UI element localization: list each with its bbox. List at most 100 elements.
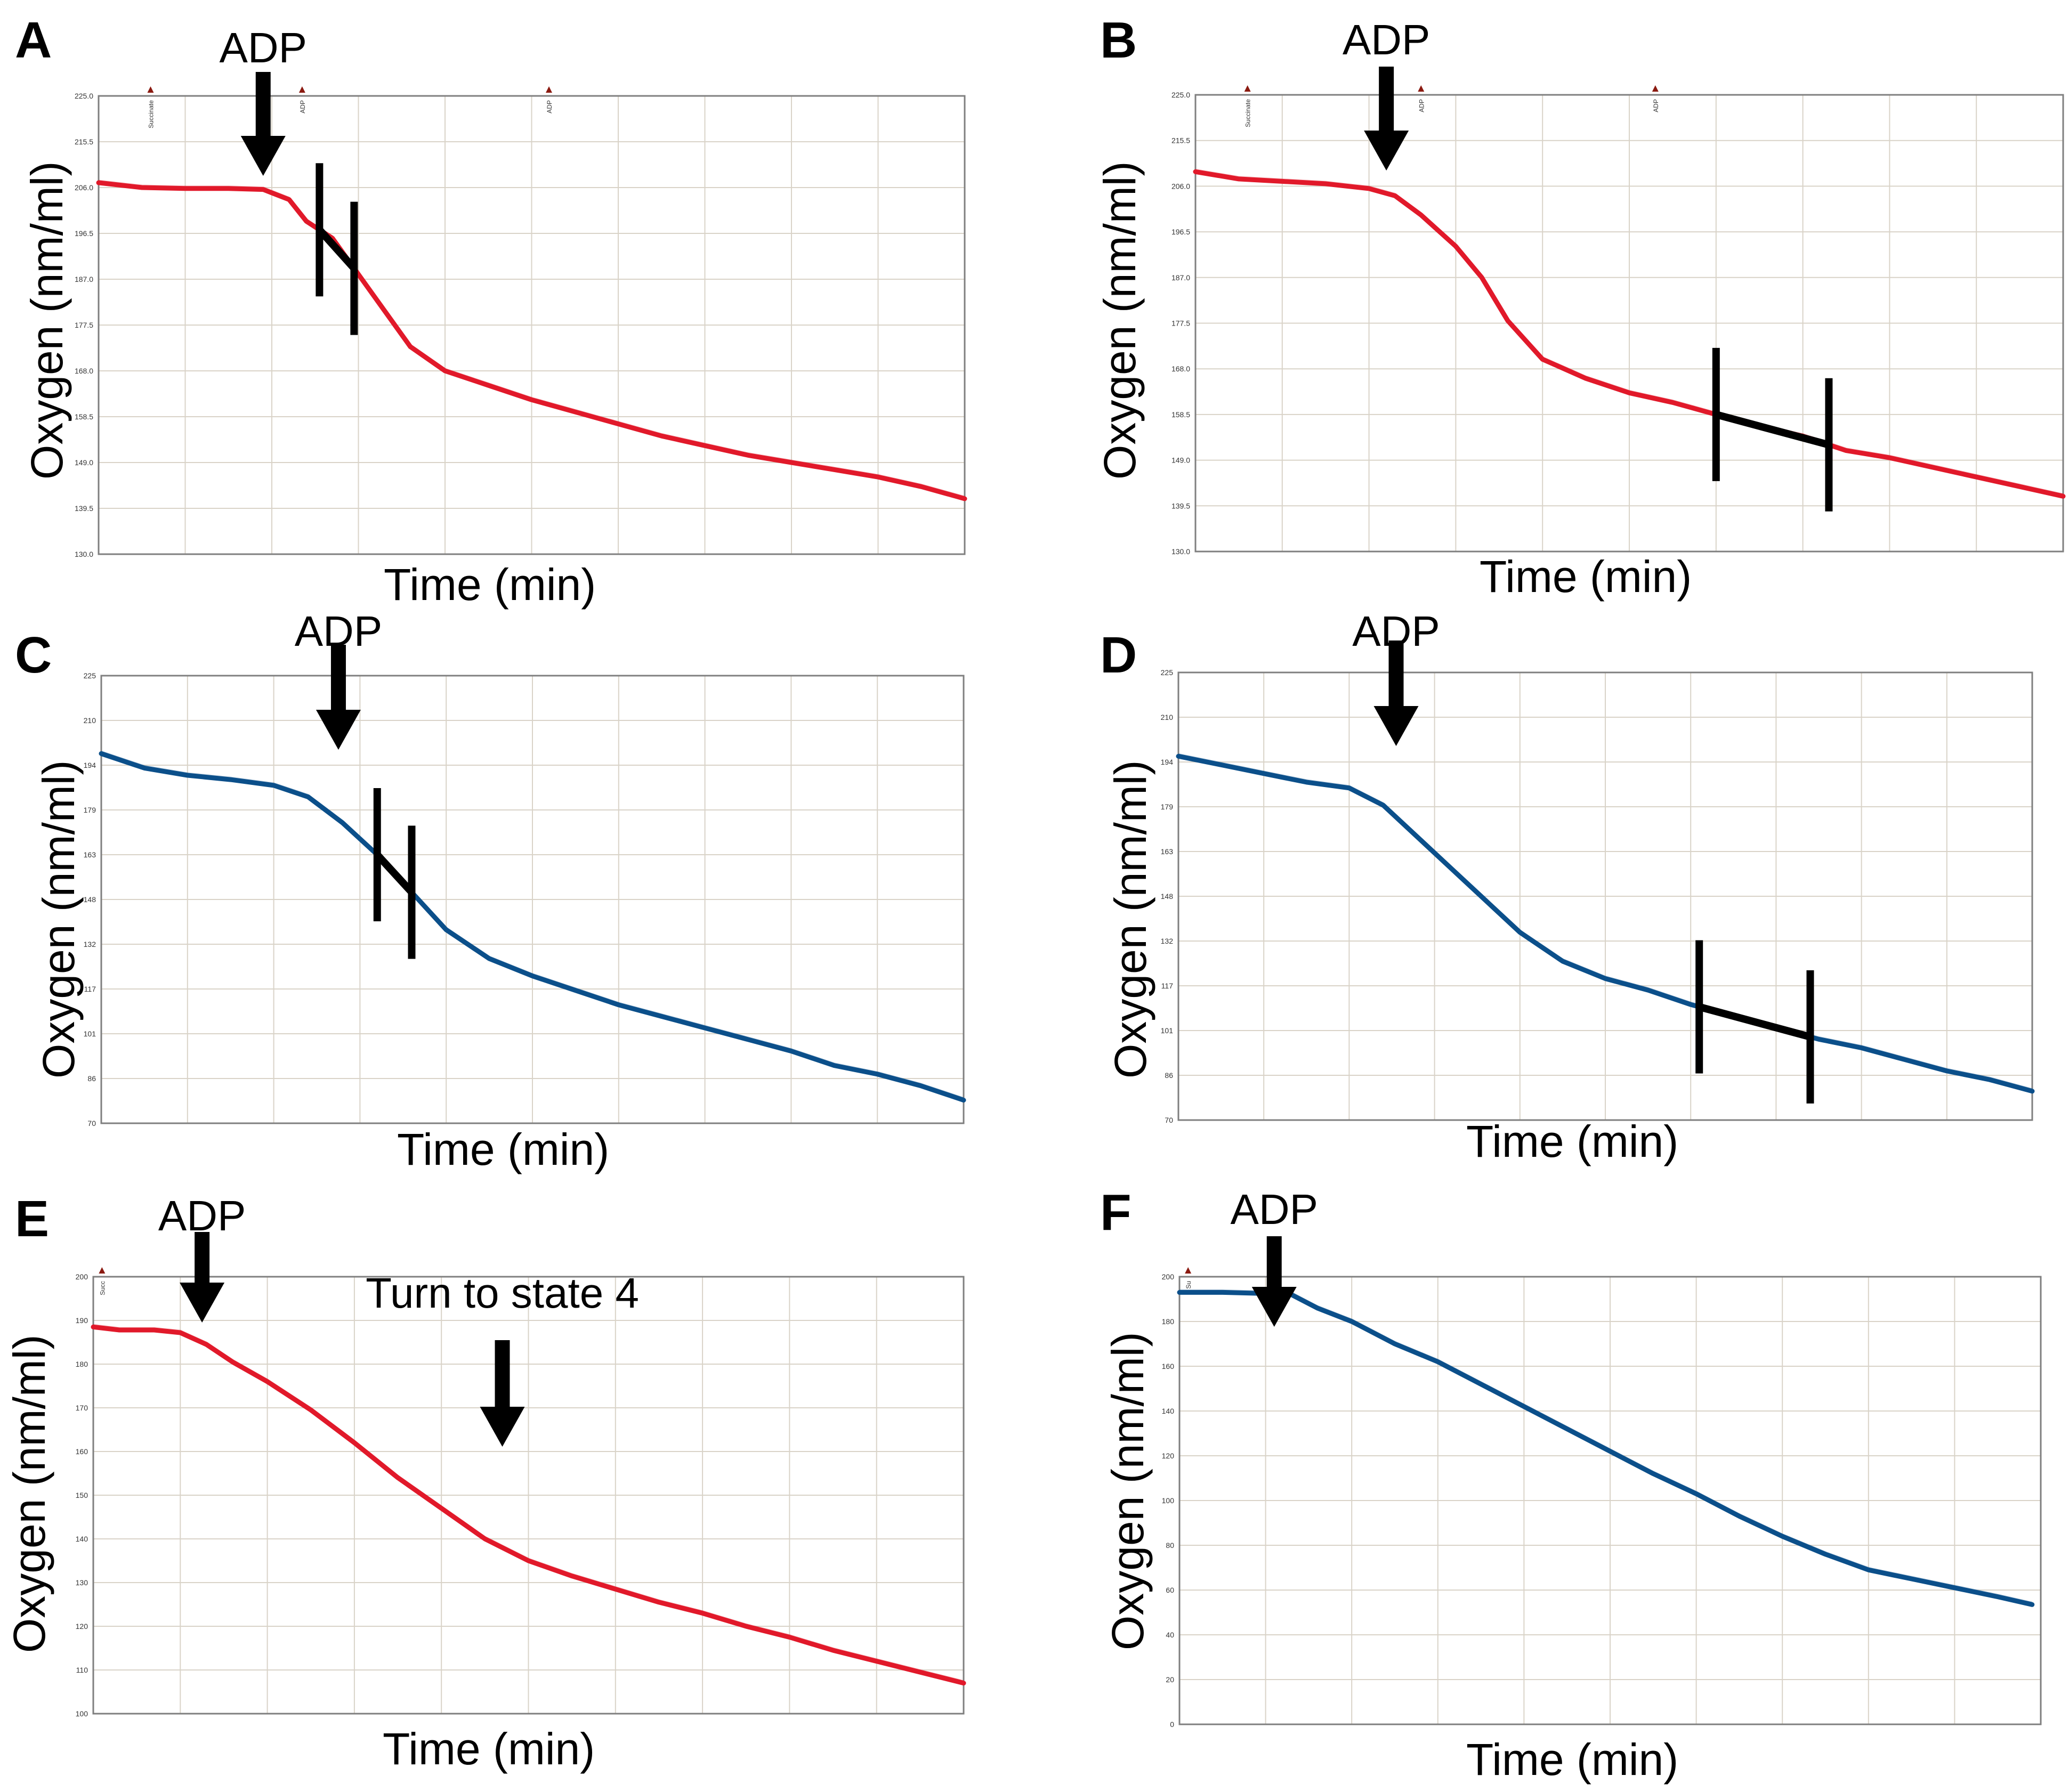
x-axis-label: Time (min) [1480,552,1692,602]
y-tick-label: 70 [1165,1116,1173,1124]
event-marker-label: Su [1185,1281,1192,1289]
y-tick-label: 179 [84,806,96,814]
y-tick-label: 70 [87,1119,96,1128]
oxygen-trace-chart: 225.0 215.5 206.0 196.5 187.0 177.5 168.0 158.5… [75,24,967,558]
annotation-arrow-head [1251,1287,1297,1327]
y-tick-label: 132 [84,940,96,948]
oxygen-trace-line [1193,169,2066,499]
y-tick-label: 120 [76,1622,88,1631]
y-tick-label: 190 [76,1316,88,1325]
y-tick-label: 215.5 [75,137,93,146]
event-marker [1652,85,1659,92]
panel-letter: F [1100,1184,1132,1241]
panel-e: E Oxygen (nm/ml) Time (min) 200 190 180 170… [0,1172,1013,1792]
y-tick-label: 130.0 [75,550,93,558]
annotation-arrow-head [1364,131,1409,171]
annotation-arrow-head [316,710,361,750]
y-tick-label: 163 [84,850,96,859]
y-tick-label: 158.5 [75,412,93,421]
annotation-arrow-shaft [1379,67,1394,132]
annotation-label: ADP [220,24,308,71]
annotation-arrow-shaft [255,72,271,137]
y-tick-label: 149.0 [1171,456,1190,465]
event-marker [147,86,154,93]
x-axis-label: Time (min) [1466,1116,1679,1166]
y-tick-label: 225 [84,671,96,680]
x-axis-label: Time (min) [397,1124,610,1174]
oxygen-trace-line [1176,753,2035,1094]
panel-d: D Oxygen (nm/ml) Time (min) 225 210 194 179… [1034,607,2069,1199]
x-axis-label: Time (min) [384,560,596,610]
plot-frame [98,95,966,555]
panel-f: F Oxygen (nm/ml) Time (min) 200 180 160 140… [1034,1172,2069,1792]
panel-b: B Oxygen (nm/ml) Time (min) 225.0 215.5 20… [1034,0,2069,613]
y-tick-label: 200 [76,1272,88,1281]
oxygen-trace-chart: 200 190 180 170 160 150 140 130 120 110 100 Succ ADP… [76,1192,966,1718]
y-tick-label: 149.0 [75,458,93,467]
y-tick-label: 120 [1162,1452,1175,1460]
y-tick-label: 225 [1161,668,1174,677]
y-tick-label: 100 [76,1709,88,1718]
rate-segment [1715,411,1830,449]
y-tick-label: 0 [1170,1720,1174,1729]
oxygen-trace-line [99,751,966,1103]
y-tick-label: 160 [1162,1362,1175,1371]
y-tick-label: 163 [1161,847,1174,856]
x-axis-label: Time (min) [383,1724,595,1774]
y-tick-label: 101 [1161,1026,1174,1035]
event-marker [298,86,305,93]
rate-segment [1698,1003,1812,1041]
y-tick-label: 180 [1162,1317,1175,1326]
y-tick-label: 179 [1161,802,1174,811]
y-tick-label: 196.5 [1171,228,1190,236]
y-tick-label: 194 [1161,758,1174,766]
y-tick-label: 160 [76,1447,88,1456]
annotation-arrow-head [480,1407,525,1447]
y-tick-label: 206.0 [75,183,93,192]
y-tick-label: 60 [1166,1586,1174,1594]
event-marker-label: Succinate [148,100,155,128]
y-tick-label: 196.5 [75,229,93,238]
y-tick-label: 140 [76,1535,88,1543]
plot-frame [1177,671,2033,1121]
y-tick-label: 148 [84,895,96,904]
y-tick-label: 187.0 [1171,273,1190,282]
y-tick-label: 117 [84,985,96,993]
event-marker-label: Succ [99,1281,106,1295]
event-marker-label: ADP [546,100,553,113]
event-marker-label: ADP [1418,99,1425,112]
y-tick-label: 139.5 [1171,501,1190,510]
annotation-label: ADP [1343,16,1430,63]
oxygen-trace-chart: 225.0 215.5 206.0 196.5 187.0 177.5 168.0 158.5… [1171,16,2066,556]
event-marker [1185,1267,1192,1274]
y-tick-label: 177.5 [1171,319,1190,328]
annotation-arrow-head [1373,706,1419,746]
y-tick-label: 148 [1161,892,1174,901]
y-tick-label: 101 [84,1029,96,1038]
y-tick-label: 150 [76,1491,88,1499]
annotation-arrow-shaft [195,1232,210,1284]
y-tick-label: 132 [1161,937,1174,945]
y-tick-label: 206.0 [1171,182,1190,190]
y-tick-label: 187.0 [75,275,93,283]
oxygen-trace-line [1177,1290,2035,1607]
x-axis-label: Time (min) [1466,1734,1679,1785]
y-tick-label: 177.5 [75,321,93,329]
y-tick-label: 117 [1161,982,1174,990]
y-tick-label: 100 [1162,1496,1175,1505]
plot-frame [1178,1276,2042,1725]
y-tick-label: 80 [1166,1541,1174,1550]
y-tick-label: 139.5 [75,504,93,513]
y-tick-label: 140 [1162,1407,1175,1415]
annotation-arrow-shaft [495,1340,510,1408]
y-tick-label: 158.5 [1171,410,1190,419]
event-marker [1418,85,1425,92]
y-tick-label: 168.0 [75,367,93,375]
y-tick-label: 225.0 [1171,91,1190,99]
plot-frame [100,675,965,1124]
plot-frame [1194,94,2064,553]
oxygen-trace-chart: 225 210 194 179 163 148 132 117 101 86 70 ADP [1161,607,2035,1124]
annotation-arrow-shaft [1388,640,1404,708]
oxygen-trace-line [96,180,967,501]
panel-a: A Oxygen (nm/ml) Time (min) 225.0 215.5 20… [0,0,1013,613]
